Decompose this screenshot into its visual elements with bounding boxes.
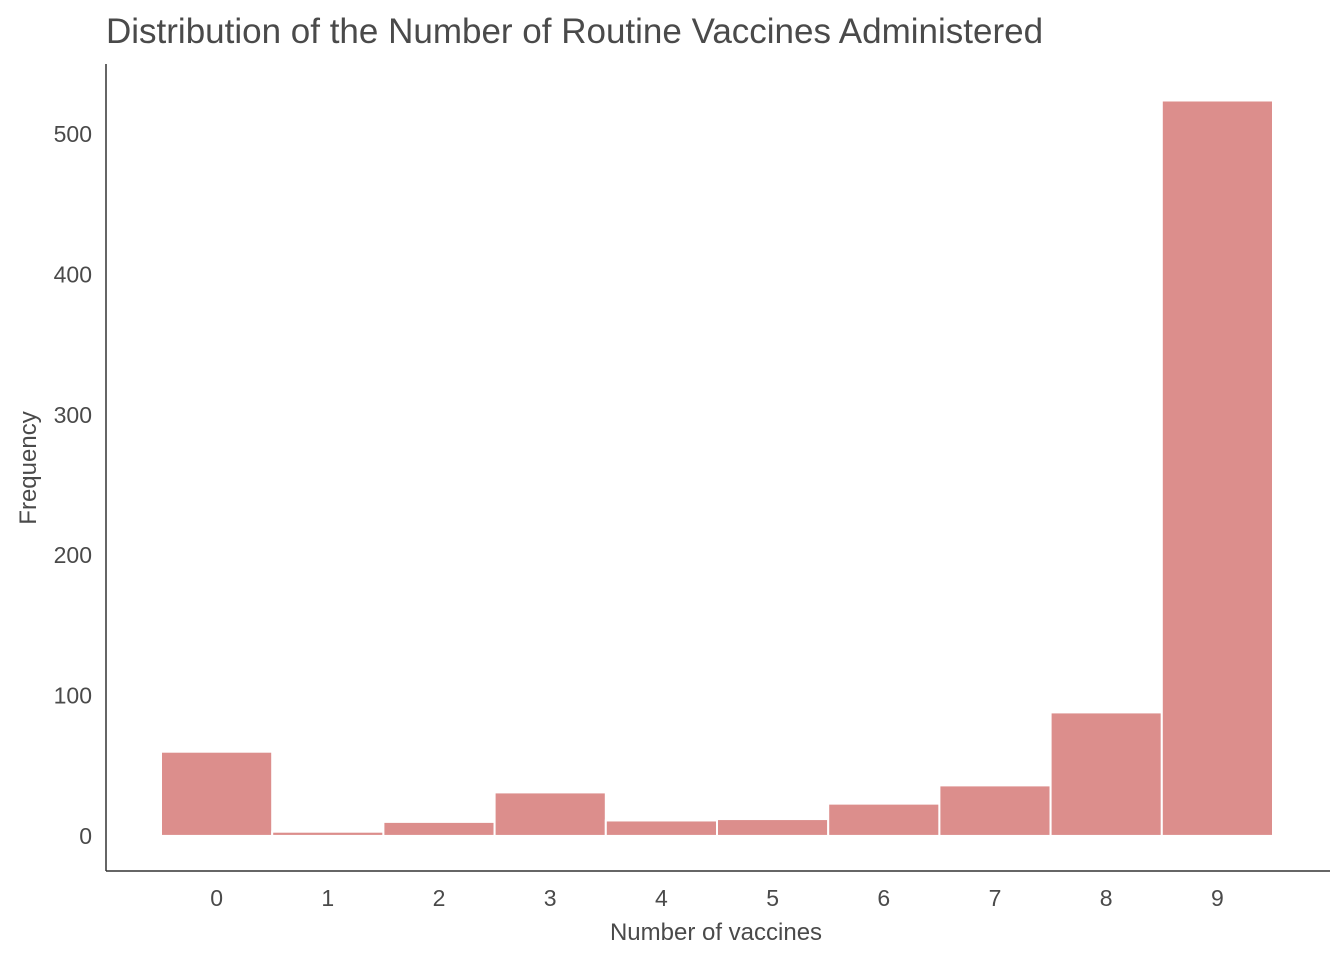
x-tick-label: 1 xyxy=(321,885,334,911)
bar-3 xyxy=(493,791,607,837)
bar-9 xyxy=(1160,99,1275,837)
y-tick-label: 200 xyxy=(54,542,92,568)
bar-2 xyxy=(382,820,496,837)
x-tick-label: 4 xyxy=(655,885,668,911)
bar-0 xyxy=(160,750,274,837)
bar-7 xyxy=(938,784,1052,837)
y-tick-label: 0 xyxy=(79,823,92,849)
bar-8 xyxy=(1049,711,1163,837)
x-tick-label: 2 xyxy=(433,885,446,911)
x-tick-label: 9 xyxy=(1211,885,1224,911)
x-tick-label: 8 xyxy=(1100,885,1113,911)
x-tick-label: 5 xyxy=(766,885,779,911)
y-tick-label: 100 xyxy=(54,683,92,709)
x-tick-label: 7 xyxy=(989,885,1002,911)
x-tick-label: 3 xyxy=(544,885,557,911)
x-tick-label: 6 xyxy=(877,885,890,911)
bars-group xyxy=(160,99,1275,837)
y-tick-label: 300 xyxy=(54,402,92,428)
y-tick-label: 500 xyxy=(54,121,92,147)
y-tick-label: 400 xyxy=(54,262,92,288)
x-tick-label: 0 xyxy=(210,885,223,911)
bar-4 xyxy=(604,819,718,837)
x-axis-title: Number of vaccines xyxy=(610,919,822,946)
y-axis-title: Frequency xyxy=(15,411,42,524)
bar-5 xyxy=(716,818,830,837)
x-tick-labels: 0 1 2 3 4 5 6 7 8 9 xyxy=(210,885,1224,911)
y-tick-labels: 0 100 200 300 400 500 xyxy=(54,121,92,849)
bar-6 xyxy=(827,802,941,837)
bar-1 xyxy=(271,830,385,837)
chart-title: Distribution of the Number of Routine Va… xyxy=(106,12,1043,51)
